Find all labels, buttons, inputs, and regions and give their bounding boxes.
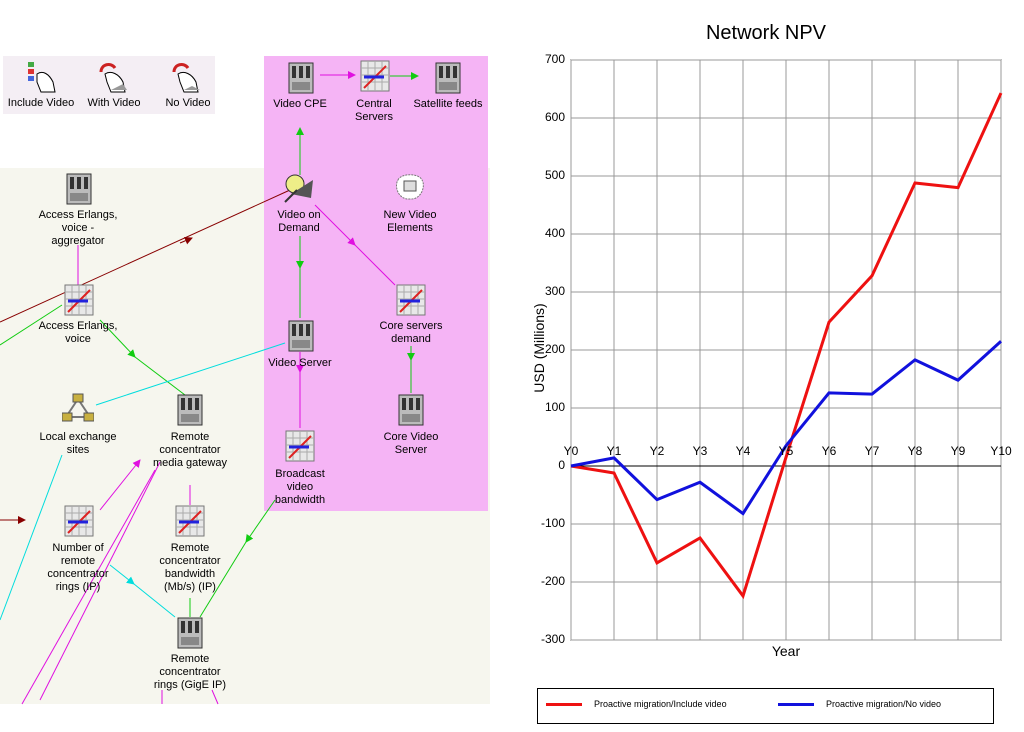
trend-chart-icon[interactable] <box>285 430 315 462</box>
server-icon[interactable] <box>398 394 424 426</box>
server-icon[interactable] <box>177 394 203 426</box>
legend-item-include-video: Proactive migration/Include video <box>546 699 727 709</box>
legend-swatch <box>546 702 582 706</box>
server-icon[interactable] <box>66 173 92 205</box>
diagram-canvas <box>0 56 490 705</box>
with-video-label: With Video <box>87 97 141 109</box>
y-tick-label: 200 <box>544 342 565 356</box>
x-tick-label: Y10 <box>990 444 1012 458</box>
video-cpe-label: Video CPE <box>273 98 327 110</box>
trend-chart-icon[interactable] <box>175 505 205 537</box>
legend-item-no-video: Proactive migration/No video <box>778 699 941 709</box>
satellite-feeds-label: Satellite feeds <box>413 98 483 110</box>
legend-label: Proactive migration/Include video <box>594 699 727 709</box>
x-tick-label: Y2 <box>649 444 665 458</box>
y-tick-label: 400 <box>544 226 565 240</box>
x-tick-label: Y4 <box>735 444 751 458</box>
y-tick-label: 600 <box>544 110 565 124</box>
x-tick-label: Y5 <box>778 444 794 458</box>
x-tick-label: Y1 <box>606 444 622 458</box>
hand-press-icon <box>99 63 127 93</box>
y-tick-label: -100 <box>540 516 565 530</box>
y-tick-label: 500 <box>544 168 565 182</box>
trend-chart-icon[interactable] <box>64 505 94 537</box>
hand-pointer-icon <box>28 62 56 93</box>
network-triangle-icon[interactable] <box>62 393 94 425</box>
new-elements-icon[interactable] <box>395 172 425 202</box>
include-video-button[interactable] <box>25 60 59 99</box>
access-voice-label: Access Erlangs, voice <box>38 320 118 345</box>
x-tick-label: Y8 <box>907 444 923 458</box>
video-server-label: Video Server <box>268 357 332 369</box>
remote-bandwidth-label: Remote concentrator bandwidth (Mb/s) (IP… <box>159 542 221 593</box>
series-line-no-video <box>570 340 1003 516</box>
server-icon[interactable] <box>435 62 461 94</box>
core-video-server-label: Core Video Server <box>383 431 439 456</box>
trend-chart-icon[interactable] <box>396 284 426 316</box>
y-tick-label: 0 <box>558 458 565 472</box>
core-servers-demand-label: Core servers demand <box>379 320 443 345</box>
remote-media-gateway-label: Remote concentrator media gateway <box>153 431 227 469</box>
local-exchange-label: Local exchange sites <box>39 431 117 456</box>
x-tick-label: Y9 <box>950 444 966 458</box>
access-aggregator-label: Access Erlangs, voice - aggregator <box>38 209 118 247</box>
influence-diagram: Include Video With Video No Video Video … <box>0 56 490 705</box>
x-tick-label: Y0 <box>563 444 579 458</box>
y-tick-label: 700 <box>544 52 565 66</box>
y-tick-label: 100 <box>544 400 565 414</box>
server-icon[interactable] <box>288 320 314 352</box>
y-tick-label: -300 <box>540 632 565 646</box>
no-video-button[interactable] <box>170 60 204 99</box>
trend-chart-icon[interactable] <box>64 284 94 316</box>
remote-rings-gige-label: Remote concentrator rings (GigE IP) <box>153 653 227 691</box>
legend-label: Proactive migration/No video <box>826 699 942 709</box>
hand-release-icon <box>172 63 200 93</box>
central-servers-label: Central Servers <box>355 98 393 123</box>
y-tick-label: -200 <box>540 574 565 588</box>
video-on-demand-label: Video on Demand <box>277 209 321 234</box>
with-video-button[interactable] <box>97 60 131 99</box>
new-video-elements-label: New Video Elements <box>383 209 437 234</box>
x-tick-label: Y6 <box>821 444 837 458</box>
chart-title: Network NPV <box>705 22 827 44</box>
include-video-label: Include Video <box>7 97 75 109</box>
x-axis-label: Year <box>771 643 801 659</box>
y-tick-label: 300 <box>544 284 565 298</box>
trend-chart-icon[interactable] <box>360 60 390 92</box>
no-video-label: No Video <box>165 97 211 109</box>
server-icon[interactable] <box>288 62 314 94</box>
broadcast-bandwidth-label: Broadcast video bandwidth <box>274 468 326 506</box>
x-tick-label: Y3 <box>692 444 708 458</box>
remote-rings-ip-label: Number of remote concentrator rings (IP) <box>47 542 109 593</box>
satellite-dish-icon[interactable] <box>283 172 317 204</box>
chart-legend: Proactive migration/Include video Proact… <box>537 688 994 724</box>
legend-swatch <box>778 702 814 706</box>
x-tick-label: Y7 <box>864 444 880 458</box>
series-line-include-video <box>570 92 1003 600</box>
server-icon[interactable] <box>177 617 203 649</box>
